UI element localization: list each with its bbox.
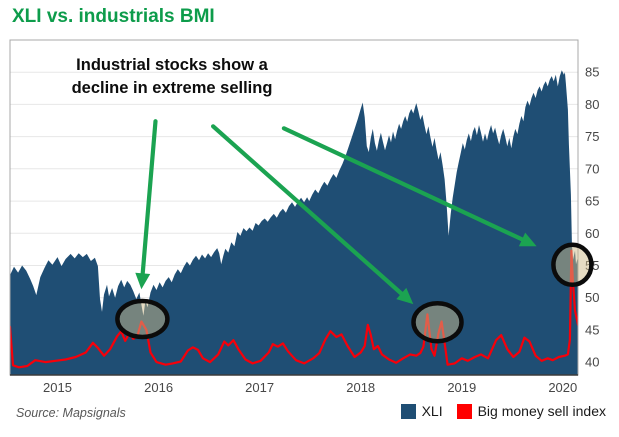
- legend-swatch-bmi: [456, 403, 472, 419]
- svg-text:2015: 2015: [43, 380, 72, 395]
- annotation-callout: Industrial stocks show a decline in extr…: [36, 54, 308, 100]
- svg-text:50: 50: [585, 290, 599, 305]
- svg-text:45: 45: [585, 322, 599, 337]
- svg-text:80: 80: [585, 97, 599, 112]
- annotation-line-1: Industrial stocks show a: [76, 56, 268, 74]
- svg-text:85: 85: [585, 65, 599, 80]
- legend-label-bmi: Big money sell index: [477, 403, 606, 419]
- svg-text:40: 40: [585, 355, 599, 370]
- legend-swatch-xli: [400, 403, 416, 419]
- svg-text:2020: 2020: [548, 380, 577, 395]
- svg-text:60: 60: [585, 226, 599, 241]
- svg-text:70: 70: [585, 161, 599, 176]
- svg-text:2016: 2016: [144, 380, 173, 395]
- svg-text:75: 75: [585, 129, 599, 144]
- legend: XLI Big money sell index: [400, 403, 606, 419]
- svg-text:65: 65: [585, 194, 599, 209]
- svg-text:2018: 2018: [346, 380, 375, 395]
- annotation-line-2: decline in extreme selling: [71, 79, 273, 97]
- svg-text:2019: 2019: [447, 380, 476, 395]
- svg-text:2017: 2017: [245, 380, 274, 395]
- legend-label-xli: XLI: [421, 403, 443, 419]
- source-credit: Source: Mapsignals: [16, 406, 126, 420]
- page-title: XLI vs. industrials BMI: [12, 6, 215, 27]
